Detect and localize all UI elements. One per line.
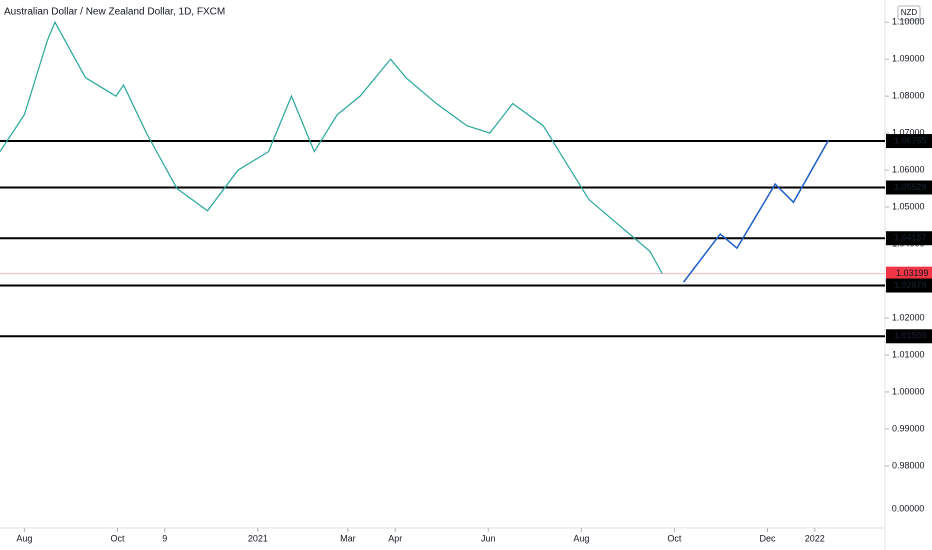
x-tick-label: Mar — [340, 533, 356, 543]
level-box — [886, 278, 932, 293]
x-tick-label: Apr — [388, 533, 402, 543]
price-line — [0, 20, 663, 274]
x-tick-label: Dec — [760, 533, 777, 543]
level-label: 1.04157 — [894, 233, 927, 243]
y-tick-label: 1.01000 — [892, 349, 925, 359]
level-label: 1.01505 — [894, 331, 927, 341]
chart-title: Australian Dollar / New Zealand Dollar, … — [4, 7, 225, 18]
y-tick-label: 1.08000 — [892, 91, 925, 101]
level-box — [886, 180, 932, 195]
level-box — [886, 231, 932, 246]
x-tick-label: Jun — [481, 533, 496, 543]
x-tick-label: Aug — [16, 533, 32, 543]
y-tick-label: 0.98000 — [892, 460, 925, 470]
currency-box — [897, 5, 921, 21]
x-tick-label: 2021 — [248, 533, 268, 543]
current-price-label: 1.03199 — [896, 268, 929, 278]
level-box — [886, 134, 932, 149]
level-box — [886, 329, 932, 344]
x-tick-label: 9 — [162, 533, 167, 543]
level-label: 1.02878 — [894, 280, 927, 290]
y-tick-label: 1.02000 — [892, 312, 925, 322]
level-label: 1.05529 — [894, 182, 927, 192]
projection-line — [682, 139, 830, 283]
currency: NZD — [901, 8, 918, 17]
y-tick-label: 1.06000 — [892, 164, 925, 174]
y-tick-label: 1.00000 — [892, 386, 925, 396]
y-tick-label: 1.10000 — [892, 17, 925, 27]
y-tick-label: 0.99000 — [892, 423, 925, 433]
x-tick-label: Aug — [573, 533, 589, 543]
level-label: 1.06785 — [894, 135, 927, 145]
x-tick-label: 2022 — [805, 533, 825, 543]
indicator-zero-label: 0.00000 — [892, 503, 925, 513]
y-tick-label: 1.05000 — [892, 201, 925, 211]
x-tick-label: Oct — [110, 533, 125, 543]
y-tick-label: 1.09000 — [892, 54, 925, 64]
y-tick-label: 1.07000 — [892, 127, 925, 137]
x-tick-label: Oct — [667, 533, 682, 543]
